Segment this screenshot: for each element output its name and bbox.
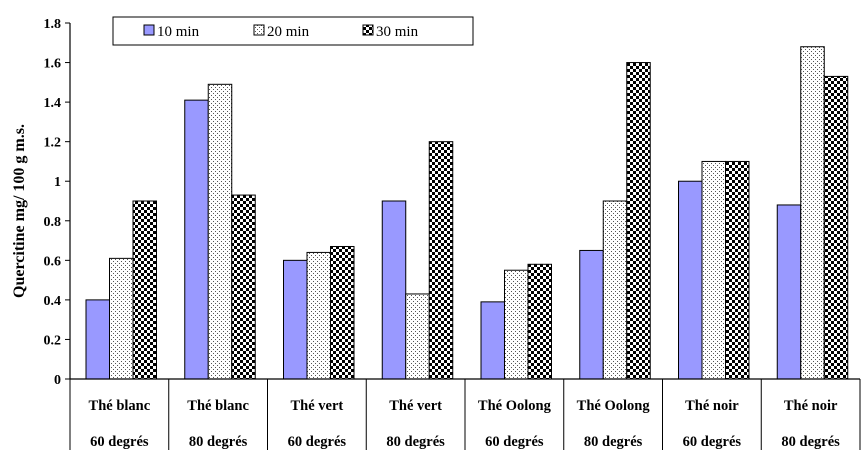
x-category-label-line2: 60 degrés [485, 434, 544, 450]
y-tick-label: 0 [54, 373, 61, 388]
bar-20-min-3 [306, 251, 331, 380]
x-category-label-line1: Thé noir [784, 398, 838, 414]
x-category-label-line1: Thé vert [389, 398, 442, 414]
legend-label: 30 min [376, 24, 419, 40]
x-category-label-line2: 60 degrés [288, 434, 347, 450]
legend-label: 10 min [157, 24, 200, 40]
bar-20-min-2 [207, 83, 233, 380]
bar-30-min-3 [330, 245, 355, 380]
y-tick-label: 0.6 [44, 254, 62, 269]
y-tick-label: 0.4 [44, 294, 62, 309]
x-axis: Thé blanc 60 degrés Thé blanc 80 degrés Thé … [69, 378, 861, 450]
y-tick-label: 0.2 [44, 333, 62, 348]
y-tick-label: 1 [54, 175, 61, 190]
bar-10-min-4 [381, 200, 407, 380]
bar-10-min-3 [283, 259, 308, 380]
x-category-label-line2: 80 degrés [386, 434, 445, 450]
legend-swatch-30-min [362, 24, 374, 36]
y-axis-title: Quercitine mg/ 100 g m.s. [11, 124, 28, 298]
x-category-label-line1: Thé Oolong [478, 398, 552, 414]
x-category-label-line1: Thé Oolong [577, 398, 651, 414]
bar-30-min-7 [725, 160, 750, 380]
y-tick-label: 0.8 [44, 215, 62, 230]
bar-20-min-7 [701, 160, 726, 380]
y-tick-label: 1.2 [44, 136, 62, 151]
bar-10-min-5 [480, 301, 505, 380]
bar-10-min-7 [678, 180, 703, 380]
bar-30-min-5 [527, 263, 552, 380]
y-axis-title-group: Quercitine mg/ 100 g m.s. [11, 124, 28, 298]
x-category-label-line2: 60 degrés [90, 434, 149, 450]
bar-30-min-4 [428, 141, 454, 380]
bars [85, 46, 849, 380]
bar-20-min-4 [405, 293, 430, 380]
legend-label: 20 min [267, 24, 310, 40]
y-tick-label: 1.6 [44, 57, 62, 72]
legend-swatch-10-min [143, 24, 155, 36]
x-category-label-line1: Thé blanc [89, 398, 151, 414]
legend-box [112, 16, 474, 46]
y-tick-label: 1.4 [44, 96, 62, 111]
x-category-label-line1: Thé blanc [187, 398, 249, 414]
bar-30-min-8 [823, 75, 849, 380]
bar-10-min-1 [85, 299, 110, 380]
legend: 10 min 20 min 30 min [112, 16, 474, 46]
x-category-label-line2: 80 degrés [781, 434, 840, 450]
bar-20-min-8 [800, 46, 825, 380]
y-axis: 0 0.2 0.4 0.6 0.8 1 1.2 1.4 1.6 1.8 [44, 17, 71, 388]
bar-30-min-2 [231, 194, 256, 380]
bar-20-min-5 [504, 269, 529, 380]
x-category-label-line1: Thé vert [291, 398, 344, 414]
x-category-label-line2: 80 degrés [584, 434, 643, 450]
bar-10-min-6 [579, 249, 604, 380]
bar-20-min-6 [602, 200, 628, 380]
bar-10-min-2 [184, 99, 209, 380]
bar-20-min-1 [109, 257, 134, 380]
y-tick-label: 1.8 [44, 17, 62, 32]
bar-30-min-1 [132, 200, 157, 380]
x-category-label-line2: 80 degrés [189, 434, 248, 450]
x-category-label-line2: 60 degrés [683, 434, 742, 450]
bar-10-min-8 [776, 204, 802, 380]
bar-30-min-6 [626, 62, 651, 380]
x-category-label-line1: Thé noir [685, 398, 739, 414]
legend-swatch-20-min [253, 24, 265, 36]
